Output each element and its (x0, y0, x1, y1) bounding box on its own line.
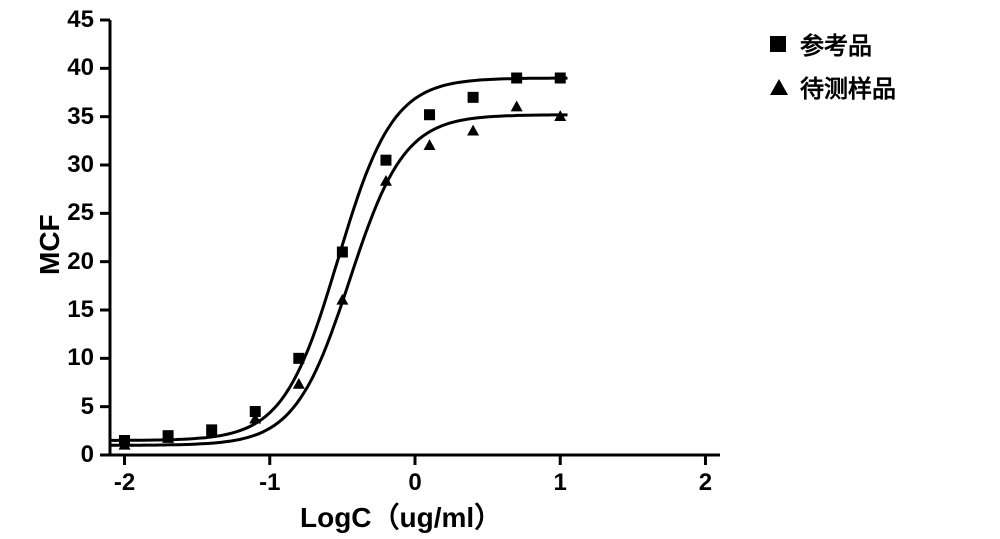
y-tick-label: 0 (81, 441, 94, 469)
square-marker-icon (770, 36, 786, 52)
x-tick-label: 1 (540, 469, 580, 497)
x-axis-label: LogC（ug/ml） (300, 496, 502, 536)
chart-container: MCF LogC（ug/ml） 参考品待测样品 0510152025303540… (0, 0, 1000, 539)
y-tick-label: 40 (67, 54, 94, 82)
x-tick-label: 0 (395, 469, 435, 497)
y-tick-label: 5 (81, 393, 94, 421)
y-tick-label: 45 (67, 6, 94, 34)
y-axis-label: MCF (34, 214, 66, 275)
y-tick-label: 10 (67, 344, 94, 372)
x-tick-label: -1 (250, 469, 290, 497)
y-tick-label: 15 (67, 296, 94, 324)
legend-label: 待测样品 (800, 69, 896, 104)
triangle-marker-icon (770, 79, 788, 95)
y-tick-label: 35 (67, 103, 94, 131)
legend-item: 待测样品 (770, 69, 896, 104)
x-tick-label: -2 (105, 469, 145, 497)
y-tick-label: 25 (67, 199, 94, 227)
x-tick-label: 2 (685, 469, 725, 497)
y-tick-label: 20 (67, 248, 94, 276)
chart-legend: 参考品待测样品 (770, 26, 896, 112)
y-tick-label: 30 (67, 151, 94, 179)
legend-label: 参考品 (800, 26, 872, 61)
legend-item: 参考品 (770, 26, 896, 61)
